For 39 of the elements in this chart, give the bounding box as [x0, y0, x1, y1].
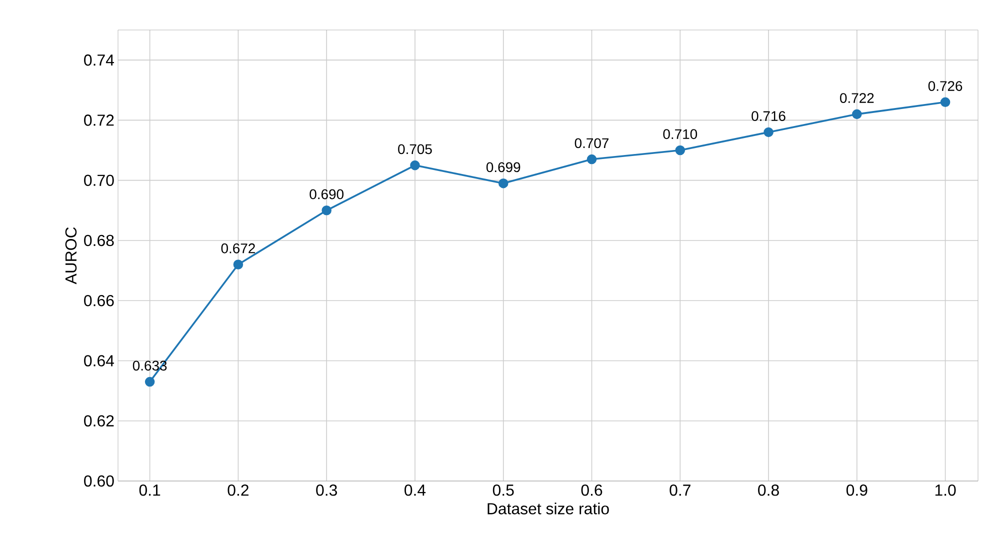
x-tick-label: 0.1 — [139, 484, 160, 496]
data-label: 0.705 — [398, 144, 432, 154]
x-tick-label: 0.9 — [846, 484, 868, 496]
data-label: 0.672 — [221, 243, 255, 254]
data-label: 0.710 — [663, 129, 698, 140]
y-tick-label: 0.68 — [84, 234, 114, 246]
x-tick-label: 0.6 — [581, 484, 602, 496]
point — [586, 154, 597, 164]
y-axis-title: AUROC — [65, 227, 77, 284]
y-tick-label: 0.70 — [84, 174, 114, 186]
point — [144, 376, 155, 387]
point — [410, 160, 420, 170]
x-tick-label: 0.5 — [492, 484, 514, 496]
y-tick-label: 0.74 — [84, 54, 114, 66]
y-tick-label: 0.66 — [84, 294, 114, 306]
x-tick-label: 0.7 — [670, 484, 690, 496]
x-tick-label: 1.0 — [935, 484, 956, 496]
y-tick-label: 0.62 — [84, 415, 114, 427]
y-tick-label: 0.72 — [84, 114, 114, 126]
y-tick-label: 0.60 — [84, 475, 114, 487]
point — [852, 109, 862, 120]
point — [940, 97, 950, 108]
data-label: 0.699 — [486, 162, 520, 172]
x-tick-label: 0.2 — [228, 484, 248, 496]
point — [322, 206, 332, 216]
data-label: 0.690 — [310, 189, 344, 200]
point — [675, 145, 686, 156]
x-tick-label: 0.4 — [404, 484, 426, 496]
x-tick-label: 0.8 — [758, 484, 779, 496]
data-label: 0.726 — [928, 81, 962, 91]
point — [764, 127, 774, 138]
data-label: 0.722 — [840, 93, 874, 103]
data-label: 0.707 — [574, 138, 609, 148]
y-tick-label: 0.64 — [84, 355, 114, 366]
point — [498, 178, 508, 188]
data-label: 0.716 — [752, 111, 786, 122]
point — [233, 260, 244, 270]
x-axis-title: Dataset size ratio — [488, 502, 609, 514]
x-tick-label: 0.3 — [316, 484, 337, 496]
